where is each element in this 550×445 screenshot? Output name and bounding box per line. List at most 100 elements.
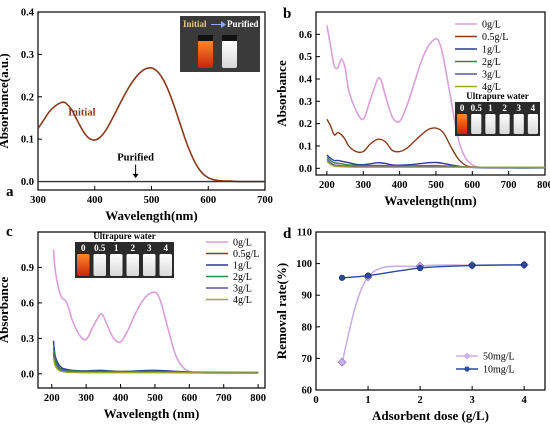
data-point-circle (364, 272, 372, 279)
inset-vial-label: 1 (114, 243, 119, 253)
y-tick-label: 110 (297, 228, 312, 239)
x-tick-label: 600 (200, 195, 216, 206)
legend-label: 0.5g/L (233, 249, 259, 260)
x-tick-label: 700 (501, 180, 517, 191)
x-tick-label: 300 (30, 195, 46, 206)
series-line-2g-l (326, 156, 546, 169)
y-tick-label: 0.0 (21, 369, 34, 380)
inset-label-purified: Purified (227, 19, 259, 29)
legend-marker-diamond (463, 352, 471, 360)
x-tick-label: 1 (365, 395, 370, 406)
inset-title: Ultrapure water (93, 231, 156, 241)
y-tick-label: 0.3 (21, 334, 34, 345)
series-line-0g-l (326, 25, 545, 169)
inset-vial-label: 4 (531, 103, 536, 113)
legend-label: 4g/L (233, 295, 252, 306)
data-point-circle (416, 264, 424, 272)
annotation-initial: Initial (68, 108, 96, 119)
y-tick-label: 0.2 (299, 119, 312, 130)
legend-label: 0g/L (482, 20, 501, 31)
inset-vial-label: 3 (147, 243, 152, 253)
data-point-circle (521, 261, 528, 268)
x-axis-label: Wavelength (nm) (104, 406, 200, 421)
x-tick-label: 700 (216, 393, 232, 404)
vial (159, 254, 172, 276)
vial (77, 254, 90, 276)
purified-arrow-head (132, 173, 139, 179)
series-line-4g-l (52, 357, 259, 374)
x-tick-label: 600 (181, 393, 197, 404)
y-tick-label: 0.9 (21, 263, 34, 274)
data-point-diamond (337, 357, 347, 367)
series-line-3g-l (326, 158, 546, 169)
inset-vial-label: 1 (488, 103, 493, 113)
inset-vial-label: 3 (517, 103, 522, 113)
x-tick-label: 500 (144, 195, 160, 206)
x-tick-label: 400 (87, 195, 103, 206)
inset-photo (180, 16, 260, 72)
x-tick-label: 2 (417, 395, 422, 406)
x-tick-label: 700 (257, 195, 273, 206)
vial (457, 114, 468, 134)
data-point-circle (338, 274, 346, 281)
inset-vial-label: 0 (81, 243, 86, 253)
legend-label: 2g/L (233, 272, 252, 283)
legend-label: 3g/L (233, 284, 252, 295)
y-axis-label: Absorbance(a.u.) (0, 53, 11, 148)
y-tick-label: 0.4 (299, 74, 313, 85)
y-tick-label: 0.1 (299, 141, 312, 152)
vial (527, 114, 538, 134)
vial (485, 114, 496, 134)
inset-photo (75, 242, 174, 278)
x-tick-label: 300 (355, 180, 371, 191)
y-tick-label: 0.2 (21, 92, 34, 103)
legend-marker-circle (464, 366, 470, 372)
inset-title: Ultrapure water (466, 91, 529, 101)
legend-label: 50mg/L (483, 352, 515, 363)
x-tick-label: 200 (44, 393, 60, 404)
vial (471, 114, 482, 134)
panel-letter: b (283, 6, 291, 22)
x-tick-label: 400 (392, 180, 408, 191)
x-axis-label: Wavelength(nm) (105, 208, 197, 223)
panel-letter: a (6, 184, 14, 200)
plot-frame (315, 11, 546, 176)
legend-label: 0.5g/L (482, 32, 508, 43)
inset-arrow-icon (211, 21, 226, 28)
series-line-0-5g-l (326, 118, 546, 169)
legend-label: 1g/L (233, 261, 252, 272)
legend-label: 10mg/L (483, 365, 515, 376)
y-tick-label: 60 (302, 386, 313, 397)
panel-b: 200 300 400 500 600 700 800 0.0 0.1 0.2 0.3 0.4 0.5 0… (274, 6, 550, 208)
legend-label: 4g/L (482, 82, 501, 93)
y-tick-label: 0.5 (299, 52, 312, 63)
vial-cap (198, 35, 213, 41)
vial-purified (222, 40, 237, 68)
panel-letter: c (6, 224, 13, 240)
legend-label: 0g/L (233, 238, 252, 249)
legend-label: 1g/L (482, 45, 501, 56)
data-point-circle (469, 262, 476, 269)
panel-letter: d (283, 226, 292, 242)
inset-vial-label: 2 (131, 243, 136, 253)
legend-label: 2g/L (482, 57, 501, 68)
x-tick-label: 600 (464, 180, 480, 191)
inset-vial-label: 0.5 (471, 103, 483, 113)
y-axis-label: Absorbance (0, 277, 11, 344)
x-tick-label: 800 (250, 393, 266, 404)
x-axis-label: Wavelength(nm) (384, 193, 476, 208)
vial (513, 114, 524, 134)
inset-vial-label: 0 (460, 103, 465, 113)
y-tick-label: 70 (302, 354, 313, 365)
vial-cap (222, 35, 237, 41)
series-line-initial (37, 66, 265, 183)
series-line-4g-l (326, 161, 545, 168)
inset-label-initial: Initial (183, 19, 207, 29)
y-tick-label: 0.0 (299, 164, 312, 175)
x-tick-label: 4 (522, 395, 528, 406)
x-tick-label: 3 (470, 395, 475, 406)
y-tick-label: 0.0 (21, 177, 34, 188)
inset-vial-label: 4 (164, 243, 169, 253)
inset-vial-label: 0.5 (94, 243, 106, 253)
